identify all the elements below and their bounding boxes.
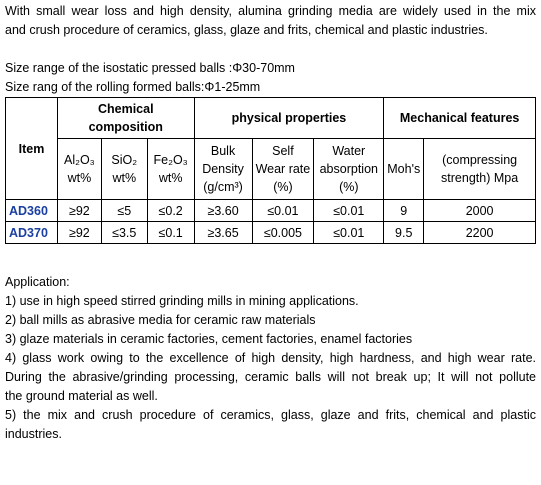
item-header: Item	[5, 97, 58, 200]
application-item: 5) the mix and crush procedure of cerami…	[5, 408, 536, 422]
mechanical-header: Mechanical features	[383, 97, 536, 139]
table-row: AD370 ≥92 ≤3.5 ≤0.1 ≥3.65 ≤0.005 ≤0.01 9…	[5, 221, 536, 244]
self-wear-header: Self Wear rate (%)	[251, 138, 315, 200]
al2o3-header: Al₂O₃ wt%	[56, 138, 102, 200]
row-sio2: ≤3.5	[100, 221, 148, 244]
row-sio2: ≤5	[100, 199, 148, 222]
size-rolling: Size rang of the rolling formed balls:Φ1…	[5, 80, 261, 94]
row-item: AD370	[5, 221, 58, 244]
application-item: 3) glaze materials in ceramic factories,…	[5, 332, 413, 346]
application-item: 4) glass work owing to the excellence of…	[5, 351, 536, 365]
application-item: During the abrasive/grinding processing,…	[5, 370, 536, 384]
intro-line-1: With small wear loss and high density, a…	[5, 4, 536, 18]
row-water: ≤0.01	[313, 199, 385, 222]
row-compress: 2200	[423, 221, 536, 244]
row-bulk: ≥3.60	[193, 199, 253, 222]
chemical-header: Chemical composition	[56, 97, 195, 139]
row-al2o3: ≥92	[56, 199, 102, 222]
size-isostatic: Size range of the isostatic pressed ball…	[5, 61, 295, 75]
application-item: industries.	[5, 427, 62, 441]
row-bulk: ≥3.65	[193, 221, 253, 244]
application-item: 1) use in high speed stirred grinding mi…	[5, 294, 359, 308]
mohs-header: Moh's	[383, 138, 425, 200]
compressing-header: (compressing strength) Mpa	[423, 138, 536, 200]
physical-header: physical properties	[193, 97, 385, 139]
row-self: ≤0.01	[251, 199, 315, 222]
application-item: 2) ball mills as abrasive media for cera…	[5, 313, 316, 327]
fe2o3-header: Fe₂O₃ wt%	[146, 138, 195, 200]
row-fe2o3: ≤0.2	[146, 199, 195, 222]
spec-table: Item Chemical composition physical prope…	[5, 97, 536, 244]
row-water: ≤0.01	[313, 221, 385, 244]
row-al2o3: ≥92	[56, 221, 102, 244]
row-fe2o3: ≤0.1	[146, 221, 195, 244]
row-mohs: 9	[383, 199, 425, 222]
table-row: AD360 ≥92 ≤5 ≤0.2 ≥3.60 ≤0.01 ≤0.01 9 20…	[5, 199, 536, 222]
row-compress: 2000	[423, 199, 536, 222]
application-item: the ground material as well.	[5, 389, 158, 403]
intro-line-2: and crush procedure of ceramics, glass, …	[5, 23, 488, 37]
row-mohs: 9.5	[383, 221, 425, 244]
row-self: ≤0.005	[251, 221, 315, 244]
row-item: AD360	[5, 199, 58, 222]
bulk-density-header: Bulk Density (g/cm³)	[193, 138, 253, 200]
water-absorption-header: Water absorption (%)	[313, 138, 385, 200]
sio2-header: SiO₂ wt%	[100, 138, 148, 200]
application-title: Application:	[5, 275, 70, 289]
